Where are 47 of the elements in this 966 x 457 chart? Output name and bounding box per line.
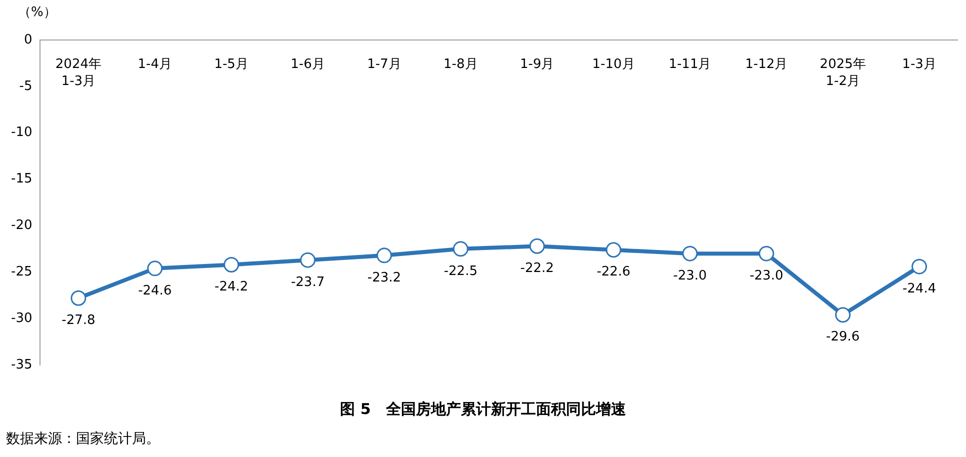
point — [224, 256, 240, 272]
point — [606, 242, 622, 258]
x-tick-label: 1-4月 — [138, 56, 172, 72]
data-label: -24.6 — [138, 283, 172, 298]
x-tick-label: 1-8月 — [444, 56, 478, 72]
y-tick-label: -30 — [11, 310, 32, 326]
data-label: -23.0 — [673, 268, 707, 284]
data-label: -24.2 — [214, 280, 248, 295]
data-label: -22.5 — [444, 264, 478, 279]
y-tick-label: -5 — [19, 78, 32, 94]
point — [70, 290, 86, 306]
point — [529, 238, 545, 254]
point — [758, 246, 774, 262]
point — [912, 258, 928, 274]
data-label: -23.0 — [750, 268, 784, 284]
x-tick-label: 1-11月 — [668, 56, 712, 72]
x-tick-label: 1-3月 — [902, 56, 936, 72]
data-label: -22.2 — [520, 261, 554, 276]
y-tick-label: 0 — [24, 32, 32, 48]
x-tick-label: 1-7月 — [367, 56, 402, 72]
data-label: -24.4 — [902, 281, 936, 296]
y-tick-label: -20 — [11, 218, 32, 234]
data-label: -23.7 — [290, 274, 325, 290]
point — [376, 248, 392, 264]
y-tick-label: -35 — [11, 357, 32, 372]
data-label: -22.6 — [596, 264, 630, 280]
point — [147, 260, 163, 276]
point — [300, 252, 316, 268]
y-tick-label: -15 — [11, 172, 32, 187]
x-tick-label: 2024年 1-3月 — [55, 56, 102, 89]
data-label: -23.2 — [367, 270, 402, 286]
data-label: -29.6 — [826, 330, 860, 345]
x-tick-label: 2025年 1-2月 — [820, 56, 866, 89]
y-tick-label: -10 — [11, 125, 32, 140]
point — [835, 307, 851, 323]
y-tick-label: -25 — [11, 264, 32, 280]
x-tick-label: 1-9月 — [520, 56, 554, 72]
x-tick-label: 1-12月 — [745, 56, 788, 72]
y-axis-title: （%） — [18, 4, 56, 20]
point — [452, 241, 468, 257]
source-note: 数据来源：国家统计局。 — [6, 430, 160, 448]
data-label: -27.8 — [62, 313, 96, 328]
x-tick-label: 1-10月 — [592, 56, 635, 72]
x-tick-label: 1-5月 — [214, 56, 248, 72]
point — [682, 246, 698, 262]
text: 图 5 全国房地产累计新开工面积同比增速 — [339, 400, 627, 419]
x-tick-label: 1-6月 — [290, 56, 325, 72]
